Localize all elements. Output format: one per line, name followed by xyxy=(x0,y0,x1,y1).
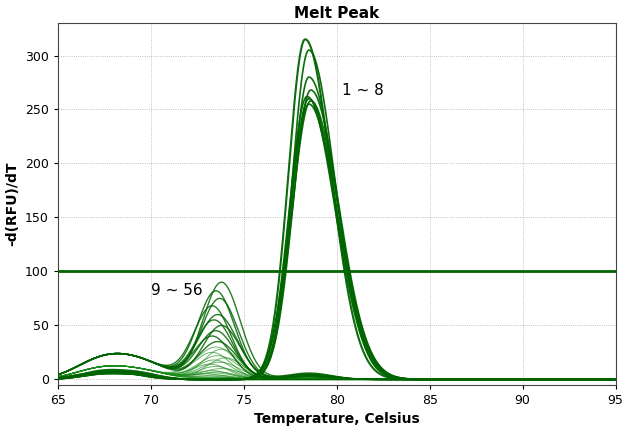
Title: Melt Peak: Melt Peak xyxy=(294,6,379,21)
Y-axis label: -d(RFU)/dT: -d(RFU)/dT xyxy=(6,162,19,246)
Text: 1 ~ 8: 1 ~ 8 xyxy=(342,83,384,98)
X-axis label: Temperature, Celsius: Temperature, Celsius xyxy=(254,413,420,426)
Text: 9 ~ 56: 9 ~ 56 xyxy=(151,283,203,299)
